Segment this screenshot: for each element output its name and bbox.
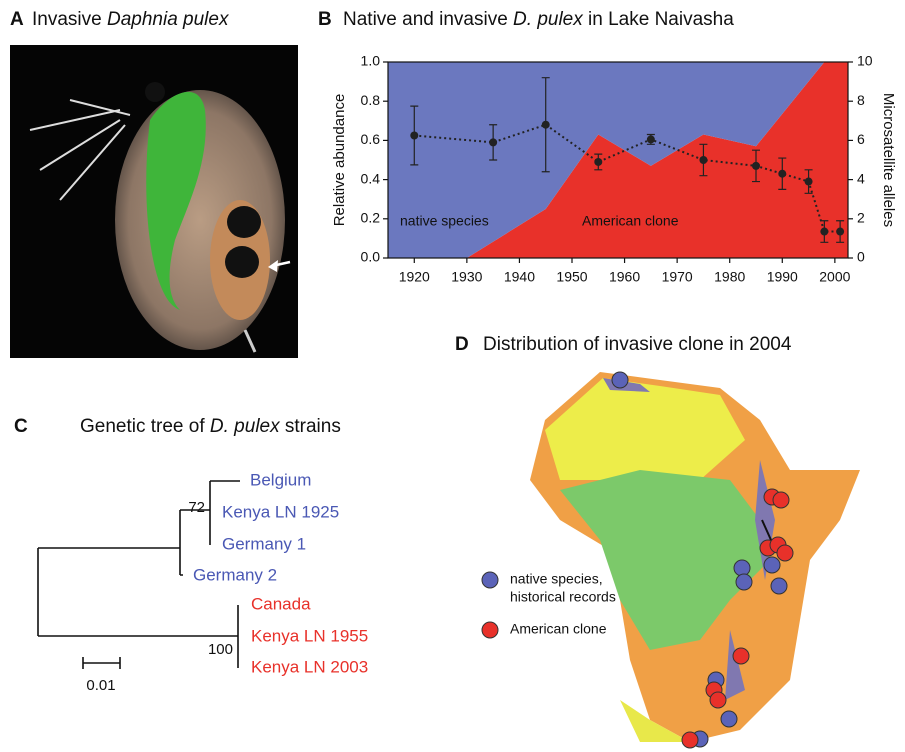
panel-label: D	[455, 334, 469, 355]
panel-label: B	[318, 9, 332, 30]
legend-marker	[481, 621, 499, 639]
title-part: D. pulex	[210, 416, 281, 437]
point	[594, 157, 603, 166]
point	[752, 161, 760, 170]
title-part: Native and invasive	[343, 9, 513, 30]
title-part: Genetic tree of	[80, 416, 210, 437]
y2-tick-label: 6	[857, 131, 865, 147]
title-part: Invasive	[32, 9, 107, 30]
leaf-label: Belgium	[250, 470, 311, 489]
y-tick-label: 1.0	[361, 53, 381, 69]
leaf-label: Kenya LN 1955	[251, 626, 368, 645]
point	[410, 131, 419, 140]
title-part: Daphnia pulex	[107, 9, 230, 30]
y2-tick-label: 8	[857, 92, 865, 108]
y2-axis-label: Microsatellite alleles	[880, 93, 897, 227]
point	[489, 138, 498, 147]
title-part: strains	[280, 416, 341, 437]
area	[388, 62, 848, 258]
x-tick-label: 1970	[662, 269, 693, 285]
scale-label: 0.01	[86, 677, 115, 694]
x-tick-label: 1950	[556, 269, 587, 285]
x-tick-label: 1980	[714, 269, 745, 285]
y2-tick-label: 2	[857, 210, 865, 226]
leaf-label: Germany 1	[222, 534, 306, 553]
point	[699, 156, 708, 164]
x-tick-label: 1960	[609, 269, 640, 285]
line	[414, 123, 841, 233]
x-tick-label: 1930	[451, 269, 482, 285]
photo	[10, 45, 298, 358]
y-tick-label: 0.0	[361, 249, 381, 265]
panel-title: Native and invasive D. pulex in Lake Nai…	[343, 9, 734, 30]
panel-title: Genetic tree of D. pulex strains	[80, 416, 341, 437]
point	[541, 120, 550, 129]
y-tick-label: 0.6	[361, 131, 381, 147]
legend-label: American clone	[510, 621, 607, 637]
area-label: native species	[400, 213, 489, 229]
x-tick-label: 2000	[819, 269, 850, 285]
point	[820, 227, 829, 236]
legend-label: historical records	[510, 589, 616, 605]
title-part: D. pulex	[513, 9, 584, 30]
point	[646, 135, 655, 144]
point	[778, 169, 787, 178]
leaf-label: Kenya LN 1925	[222, 502, 339, 521]
tree	[37, 480, 240, 669]
leaf-label: Canada	[251, 594, 311, 613]
y-tick-label: 0.4	[361, 170, 381, 186]
y2-tick-label: 0	[857, 249, 865, 265]
area-label: American clone	[582, 213, 679, 229]
leaf-label: Germany 2	[193, 565, 277, 584]
x-tick-label: 1920	[399, 269, 430, 285]
panel-title: Distribution of invasive clone in 2004	[483, 334, 792, 355]
panel-title: Invasive Daphnia pulex	[32, 9, 230, 30]
x-tick-label: 1990	[767, 269, 798, 285]
support-value: 100	[208, 641, 233, 658]
leaf-label: Kenya LN 2003	[251, 657, 368, 676]
x-tick-label: 1940	[504, 269, 535, 285]
panel-label: C	[14, 416, 28, 437]
area	[388, 62, 848, 258]
map	[530, 371, 860, 749]
support-value: 72	[188, 499, 205, 516]
y-axis-label: Relative abundance	[331, 94, 348, 227]
title-part: in Lake Naivasha	[583, 9, 734, 30]
panel-label: A	[10, 9, 24, 30]
point	[804, 177, 813, 186]
point	[836, 227, 845, 236]
y2-tick-label: 4	[857, 170, 865, 186]
y-tick-label: 0.8	[361, 92, 381, 108]
legend-label: native species,	[510, 571, 603, 587]
plot-frame	[387, 61, 849, 259]
legend-marker	[481, 571, 499, 589]
y2-tick-label: 10	[857, 53, 873, 69]
y-tick-label: 0.2	[361, 210, 381, 226]
